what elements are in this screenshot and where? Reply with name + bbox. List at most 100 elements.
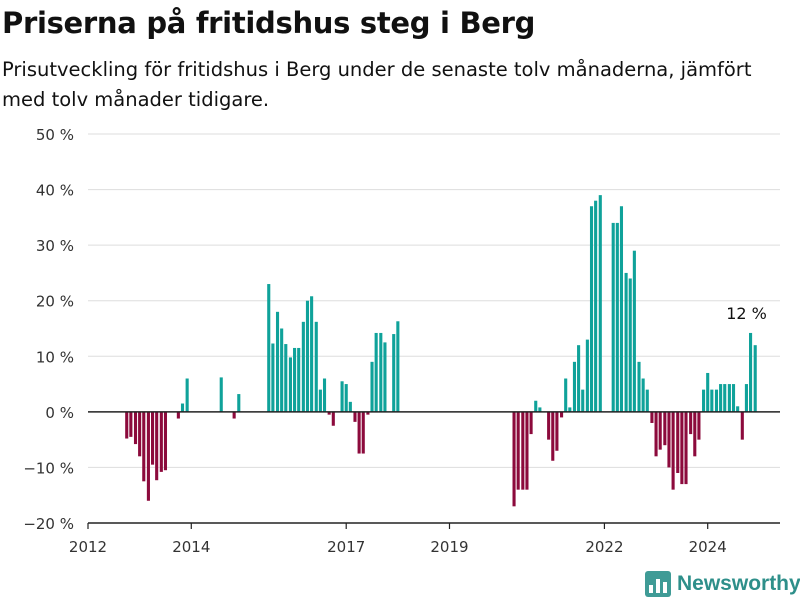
bar [271, 343, 275, 412]
bar [658, 411, 662, 450]
bar [133, 411, 138, 445]
bar [632, 250, 636, 412]
chart-subtitle: Prisutveckling för fritidshus i Berg und… [2, 58, 752, 111]
bar [344, 384, 348, 412]
bar [560, 411, 564, 418]
bar [219, 377, 223, 412]
bar [521, 411, 525, 490]
bar [529, 411, 533, 435]
bar [689, 411, 693, 435]
bar [637, 361, 641, 412]
y-tick-label: 30 % [36, 237, 74, 255]
bar [318, 389, 322, 412]
bar [512, 411, 516, 507]
x-tick-label: 2014 [172, 538, 210, 556]
bar [663, 411, 667, 446]
bar [719, 384, 723, 412]
bar [611, 222, 615, 412]
bar [383, 342, 387, 412]
bar [310, 296, 314, 412]
bar [180, 403, 185, 412]
bar [727, 384, 731, 412]
bar [598, 195, 602, 412]
y-tick-label: 20 % [36, 293, 74, 311]
bar [361, 411, 365, 454]
bar [624, 272, 628, 412]
bar [314, 321, 318, 412]
bar [645, 389, 649, 412]
bar [348, 401, 352, 412]
bar [322, 378, 327, 412]
bar [125, 411, 129, 439]
bar [237, 394, 241, 412]
bar [331, 411, 335, 426]
bar [155, 411, 159, 481]
bar [297, 347, 301, 412]
bar [650, 411, 654, 423]
bar [396, 321, 400, 412]
bar [706, 372, 710, 412]
data-label: 12 % [726, 304, 767, 323]
bar [280, 328, 284, 412]
bar [723, 384, 727, 412]
bar [525, 411, 529, 490]
bar [142, 411, 146, 482]
y-tick-label: 10 % [36, 348, 74, 366]
bar [693, 411, 697, 457]
bar [301, 321, 305, 412]
bar [671, 411, 675, 490]
bar [581, 389, 585, 412]
bar [146, 411, 150, 501]
bar [288, 357, 292, 412]
y-tick-label: −10 % [23, 459, 74, 477]
bar [293, 347, 297, 412]
bar [585, 339, 589, 412]
bar [374, 332, 378, 412]
y-tick-label: 50 % [36, 126, 74, 144]
bar [267, 284, 271, 412]
bar [176, 411, 180, 419]
bar [572, 361, 577, 412]
chart-title: Priserna på fritidshus steg i Berg [2, 6, 536, 40]
bar [159, 411, 163, 472]
bar [151, 411, 155, 465]
bar [555, 411, 559, 451]
bar [710, 389, 714, 412]
bar [353, 411, 357, 422]
bar [589, 206, 594, 412]
bar [129, 411, 133, 437]
bar [534, 400, 538, 412]
bar [305, 300, 310, 412]
bar [654, 411, 658, 457]
y-tick-label: 0 % [45, 404, 74, 422]
x-tick-label: 2022 [585, 538, 623, 556]
brand-name: Newsworthy [677, 572, 800, 595]
x-tick-label: 2017 [327, 538, 365, 556]
bar [667, 411, 671, 468]
x-tick-label: 2024 [689, 538, 727, 556]
bar [232, 411, 236, 419]
bar [185, 378, 189, 412]
bar [547, 411, 551, 440]
y-tick-label: −20 % [23, 515, 74, 533]
bar [357, 411, 361, 454]
bar [275, 311, 280, 412]
y-tick-label: 40 % [36, 182, 74, 200]
bar [628, 278, 632, 412]
bar [753, 345, 757, 412]
bar [551, 411, 555, 461]
bar [138, 411, 142, 457]
bar [392, 334, 396, 412]
bar [327, 411, 331, 415]
bar [680, 411, 684, 485]
bar [749, 332, 753, 412]
bar [697, 411, 701, 440]
bar [619, 206, 624, 412]
x-tick-label: 2019 [430, 538, 468, 556]
bar [538, 407, 542, 412]
bar [564, 378, 568, 412]
bar [370, 361, 374, 412]
bar [731, 384, 736, 412]
